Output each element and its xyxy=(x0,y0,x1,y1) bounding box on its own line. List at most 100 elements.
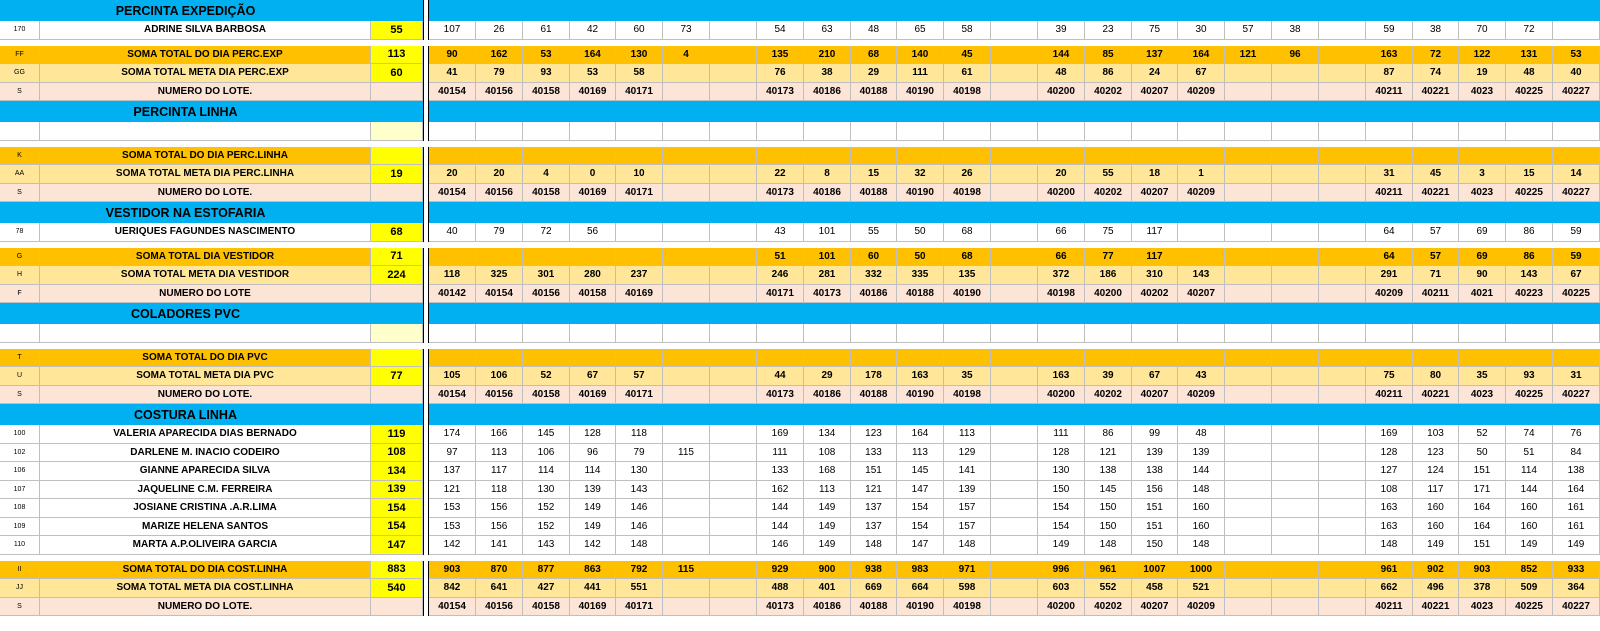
row-name-cell[interactable]: SOMA TOTAL DIA VESTIDOR xyxy=(40,247,371,266)
data-cell[interactable]: 106 xyxy=(523,443,570,462)
data-cell[interactable]: 75 xyxy=(1085,223,1132,242)
data-cell[interactable] xyxy=(1413,348,1459,367)
data-cell[interactable] xyxy=(1132,146,1178,165)
data-cell[interactable]: 903 xyxy=(429,560,476,579)
data-cell[interactable] xyxy=(710,443,757,462)
row-name-cell[interactable]: NUMERO DO LOTE. xyxy=(40,385,371,404)
data-cell[interactable]: 169 xyxy=(757,425,804,444)
data-cell[interactable]: 141 xyxy=(944,462,991,481)
row-target-cell[interactable]: 154 xyxy=(371,517,423,536)
data-cell[interactable]: 29 xyxy=(804,367,851,386)
data-cell[interactable]: 41 xyxy=(429,64,476,83)
data-cell[interactable]: 280 xyxy=(570,266,616,285)
data-cell[interactable] xyxy=(710,82,757,101)
data-cell[interactable] xyxy=(663,480,710,499)
row-code-cell[interactable]: FF xyxy=(0,45,40,64)
data-cell[interactable] xyxy=(991,597,1038,616)
data-cell[interactable] xyxy=(663,425,710,444)
row-target-cell[interactable] xyxy=(371,385,423,404)
data-cell[interactable]: 40209 xyxy=(1366,284,1413,303)
data-cell[interactable] xyxy=(1225,579,1272,598)
data-cell[interactable] xyxy=(663,247,710,266)
row-target-cell[interactable]: 883 xyxy=(371,560,423,579)
row-name-cell[interactable]: MARTA A.P.OLIVEIRA GARCIA xyxy=(40,536,371,555)
data-cell[interactable] xyxy=(523,247,570,266)
data-cell[interactable] xyxy=(616,348,663,367)
row-code-cell[interactable]: T xyxy=(0,348,40,367)
data-cell[interactable]: 983 xyxy=(897,560,944,579)
data-cell[interactable]: 61 xyxy=(523,21,570,40)
data-cell[interactable] xyxy=(1319,183,1366,202)
data-cell[interactable]: 151 xyxy=(1132,499,1178,518)
row-name-cell[interactable]: SOMA TOTAL META DIA PERC.EXP xyxy=(40,64,371,83)
data-cell[interactable]: 163 xyxy=(1366,45,1413,64)
data-cell[interactable] xyxy=(1225,183,1272,202)
data-cell[interactable] xyxy=(710,223,757,242)
data-cell[interactable]: 138 xyxy=(1085,462,1132,481)
data-cell[interactable]: 246 xyxy=(757,266,804,285)
data-cell[interactable] xyxy=(1319,579,1366,598)
data-cell[interactable] xyxy=(1459,146,1506,165)
data-cell[interactable]: 151 xyxy=(1459,462,1506,481)
data-cell[interactable]: 40223 xyxy=(1506,284,1553,303)
data-cell[interactable]: 117 xyxy=(476,462,523,481)
data-cell[interactable]: 53 xyxy=(523,45,570,64)
data-cell[interactable] xyxy=(1225,560,1272,579)
data-cell[interactable] xyxy=(570,324,616,343)
data-cell[interactable] xyxy=(991,367,1038,386)
data-cell[interactable]: 427 xyxy=(523,579,570,598)
data-cell[interactable]: 164 xyxy=(1553,480,1600,499)
data-cell[interactable]: 3 xyxy=(1459,165,1506,184)
row-target-cell[interactable]: 139 xyxy=(371,480,423,499)
data-cell[interactable] xyxy=(991,443,1038,462)
data-cell[interactable]: 75 xyxy=(1132,21,1178,40)
data-cell[interactable]: 14 xyxy=(1553,165,1600,184)
data-cell[interactable] xyxy=(663,348,710,367)
data-cell[interactable] xyxy=(710,560,757,579)
row-target-cell[interactable]: 108 xyxy=(371,443,423,462)
data-cell[interactable] xyxy=(1225,499,1272,518)
data-cell[interactable] xyxy=(1553,324,1600,343)
row-code-cell[interactable]: AA xyxy=(0,165,40,184)
row-code-cell[interactable]: 100 xyxy=(0,425,40,444)
data-cell[interactable]: 142 xyxy=(570,536,616,555)
data-cell[interactable] xyxy=(1038,122,1085,141)
data-cell[interactable]: 76 xyxy=(1553,425,1600,444)
data-cell[interactable]: 40190 xyxy=(897,385,944,404)
row-name-cell[interactable]: SOMA TOTAL META DIA VESTIDOR xyxy=(40,266,371,285)
data-cell[interactable]: 39 xyxy=(1085,367,1132,386)
data-cell[interactable]: 115 xyxy=(663,560,710,579)
data-cell[interactable] xyxy=(710,425,757,444)
row-code-cell[interactable]: 170 xyxy=(0,21,40,40)
data-cell[interactable]: 40202 xyxy=(1132,284,1178,303)
data-cell[interactable]: 53 xyxy=(1553,45,1600,64)
row-name-cell[interactable]: NUMERO DO LOTE. xyxy=(40,183,371,202)
row-code-cell[interactable]: 109 xyxy=(0,517,40,536)
data-cell[interactable]: 145 xyxy=(523,425,570,444)
data-cell[interactable] xyxy=(476,324,523,343)
data-cell[interactable]: 877 xyxy=(523,560,570,579)
data-cell[interactable] xyxy=(1319,385,1366,404)
data-cell[interactable]: 40200 xyxy=(1038,385,1085,404)
data-cell[interactable]: 40227 xyxy=(1553,597,1600,616)
data-cell[interactable]: 38 xyxy=(804,64,851,83)
data-cell[interactable]: 40186 xyxy=(851,284,897,303)
data-cell[interactable] xyxy=(991,385,1038,404)
data-cell[interactable]: 40209 xyxy=(1178,82,1225,101)
data-cell[interactable]: 40169 xyxy=(570,183,616,202)
data-cell[interactable] xyxy=(1178,247,1225,266)
data-cell[interactable] xyxy=(1225,443,1272,462)
data-cell[interactable]: 40171 xyxy=(616,183,663,202)
data-cell[interactable] xyxy=(710,146,757,165)
data-cell[interactable]: 148 xyxy=(944,536,991,555)
data-cell[interactable]: 40190 xyxy=(944,284,991,303)
data-cell[interactable]: 40227 xyxy=(1553,82,1600,101)
data-cell[interactable]: 161 xyxy=(1553,517,1600,536)
data-cell[interactable] xyxy=(710,64,757,83)
data-cell[interactable] xyxy=(991,165,1038,184)
row-name-cell[interactable]: SOMA TOTAL META DIA PERC.LINHA xyxy=(40,165,371,184)
row-code-cell[interactable]: 102 xyxy=(0,443,40,462)
data-cell[interactable]: 40207 xyxy=(1132,597,1178,616)
data-cell[interactable]: 143 xyxy=(523,536,570,555)
data-cell[interactable]: 210 xyxy=(804,45,851,64)
